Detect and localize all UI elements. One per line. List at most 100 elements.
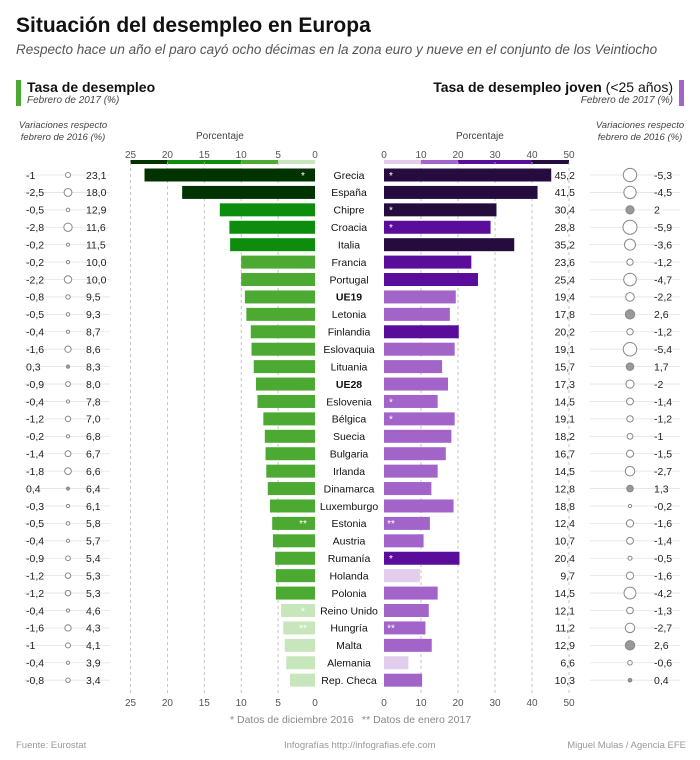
left-scale-strip [241,160,279,164]
left-rate-value: 10,0 [86,257,107,269]
right-variation-circle [626,328,634,336]
right-variation-value: 1,7 [654,361,669,373]
country-label: Hungría [330,623,368,635]
right-youth-bar [384,569,420,583]
left-axis-label: Porcentaje [196,131,244,142]
left-tick-label-top: 10 [236,150,248,161]
right-youth-value: 14,5 [555,396,576,408]
right-youth-value: 28,8 [555,222,576,234]
left-rate-value: 3,4 [86,675,101,687]
right-variation-circle [625,205,635,215]
left-scale-strip [278,160,315,164]
left-rate-value: 7,8 [86,396,101,408]
left-rate-bar [241,255,315,269]
right-variation-value: -3,6 [654,239,672,251]
right-youth-value: 9,7 [560,570,575,582]
left-variation-value: -0,9 [26,553,44,565]
left-tick-label-bottom: 10 [236,698,248,709]
footer-web: Infografías http://infografias.efe.com [284,740,436,751]
right-bar-note-mark: * [389,223,393,234]
country-label: Bélgica [332,414,367,426]
left-variation-value: -0,8 [26,675,44,687]
right-youth-value: 16,7 [555,449,576,461]
left-tick-label-top: 15 [199,150,211,161]
right-variation-circle [624,640,636,651]
right-youth-value: 18,2 [555,431,576,443]
right-variation-circle [626,432,634,440]
left-variation-value: -1,4 [26,449,44,461]
right-section-marker [679,80,684,106]
left-variation-circle [64,467,72,475]
right-youth-bar [384,516,430,530]
right-youth-value: 18,8 [555,501,576,513]
left-tick-label-bottom: 20 [162,698,174,709]
country-label: Reino Unido [320,605,378,617]
right-variation-circle [626,606,634,615]
right-bar-note-mark: ** [387,624,395,635]
right-variation-circle [627,503,633,509]
right-variation-value: -5,9 [654,222,672,234]
country-label: Francia [331,257,366,269]
right-bar-note-mark: * [389,397,393,408]
right-youth-value: 19,1 [555,344,576,356]
right-variation-value: -4,2 [654,588,672,600]
right-scale-strip [384,160,421,164]
left-variation-value: -1 [26,640,35,652]
country-label: UE19 [336,292,362,304]
left-rate-value: 4,6 [86,605,101,617]
left-section-subtitle: Febrero de 2017 (%) [27,95,120,106]
right-tick-label-top: 30 [489,150,501,161]
left-rate-value: 6,1 [86,501,101,513]
country-label: Croacia [331,222,367,234]
right-variation-circle [622,341,638,357]
left-rate-bar [144,168,315,182]
right-youth-bar [384,429,452,443]
right-youth-value: 10,7 [555,536,576,548]
right-variation-value: -5,4 [654,344,672,356]
right-variation-circle [625,292,635,302]
left-rate-bar [257,394,315,408]
left-variation-value: -0,4 [26,327,44,339]
left-variation-value: -1,6 [26,623,44,635]
left-rate-value: 6,4 [86,483,101,495]
right-youth-value: 10,3 [555,675,576,687]
left-rate-value: 9,3 [86,309,101,321]
country-label: Eslovaquia [323,344,375,356]
left-variation-value: -0,4 [26,658,44,670]
left-rate-bar [250,325,315,339]
right-youth-bar [384,203,497,217]
right-youth-bar [384,307,450,321]
left-variation-circle [65,329,71,334]
right-variation-value: -1,2 [654,327,672,339]
right-variation-circle [622,219,638,235]
right-youth-bar [384,638,432,652]
right-youth-value: 41,5 [555,187,576,199]
right-youth-value: 14,5 [555,466,576,478]
left-rate-value: 4,3 [86,623,101,635]
right-variation-value: -0,5 [654,553,672,565]
left-rate-bar [229,220,315,234]
right-variation-circle [624,309,636,320]
right-variation-value: -4,7 [654,274,672,286]
left-variation-value: -0,2 [26,239,44,251]
left-variation-circle [65,399,71,404]
right-youth-bar [384,412,455,426]
country-label: Italia [338,239,360,251]
right-variation-circle [623,272,637,287]
left-variation-value: -2,2 [26,274,44,286]
left-variation-value: -0,3 [26,501,44,513]
country-label: Chipre [334,205,365,217]
right-scale-strip [421,160,458,164]
left-rate-value: 9,5 [86,292,101,304]
right-youth-bar [384,255,472,269]
left-tick-label-bottom: 25 [125,698,137,709]
right-tick-label-top: 50 [563,150,575,161]
right-youth-bar [384,534,424,548]
left-variation-circle [64,589,72,597]
right-youth-value: 15,7 [555,361,576,373]
right-youth-bar [384,273,478,287]
country-label: Suecia [333,431,365,443]
right-youth-bar [384,604,429,617]
country-label: Eslovenia [326,396,372,408]
left-variation-value: -1,8 [26,466,44,478]
